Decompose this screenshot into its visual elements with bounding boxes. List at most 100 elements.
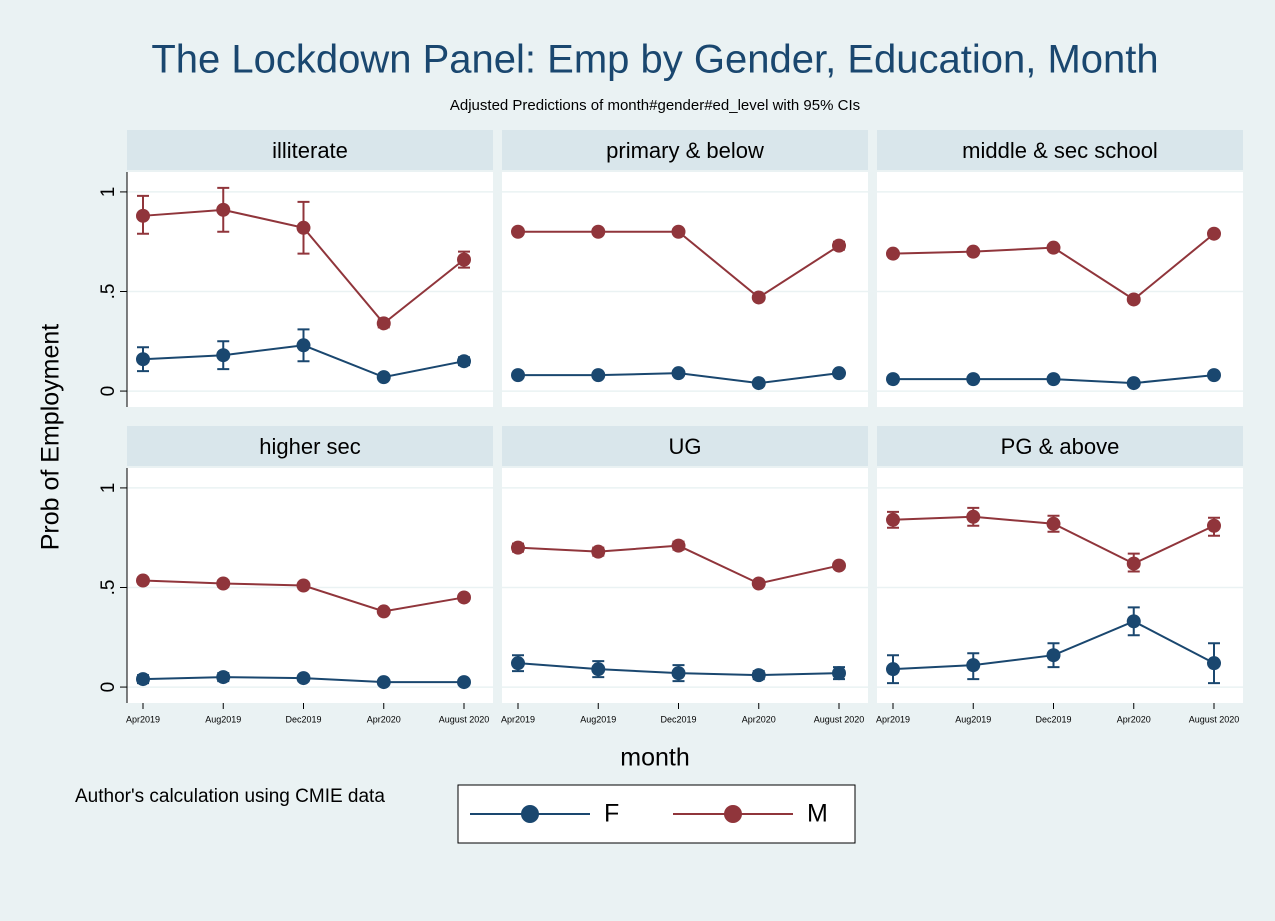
marker	[671, 666, 686, 681]
note: Author's calculation using CMIE data	[75, 786, 385, 807]
x-tick-label: Apr2019	[876, 714, 910, 724]
x-tick-label: Dec2019	[1035, 714, 1071, 724]
plot-area	[127, 172, 493, 407]
marker	[216, 576, 231, 591]
legend-marker	[521, 805, 539, 823]
marker	[1046, 648, 1061, 663]
legend-label: F	[604, 800, 619, 828]
plot-area	[502, 172, 868, 407]
marker	[1046, 372, 1061, 387]
marker	[886, 372, 900, 387]
legend-marker	[724, 805, 742, 823]
marker	[376, 604, 391, 619]
chart-title: The Lockdown Panel: Emp by Gender, Educa…	[151, 38, 1158, 82]
x-tick-label: Dec2019	[285, 714, 321, 724]
panel-title: PG & above	[1001, 434, 1120, 459]
plot-area	[877, 172, 1243, 407]
marker	[671, 538, 686, 553]
marker	[376, 675, 391, 690]
marker	[457, 354, 471, 369]
panel-title: primary & below	[606, 138, 764, 163]
marker	[1207, 656, 1221, 671]
marker	[966, 372, 981, 387]
marker	[216, 348, 231, 363]
marker	[1207, 226, 1221, 241]
marker	[751, 376, 766, 391]
marker	[511, 656, 525, 671]
marker	[886, 662, 900, 677]
panel-header	[502, 130, 868, 170]
panel-header	[877, 426, 1243, 466]
x-tick-label: Apr2020	[367, 714, 401, 724]
plot-area	[502, 468, 868, 703]
marker	[886, 246, 900, 261]
marker	[136, 573, 150, 588]
marker	[751, 668, 766, 683]
marker	[832, 366, 846, 381]
x-tick-label: Aug2019	[580, 714, 616, 724]
marker	[1207, 368, 1221, 383]
panel-header	[127, 130, 493, 170]
marker	[1126, 614, 1141, 629]
marker	[591, 224, 606, 239]
y-axis-label: Prob of Employment	[37, 324, 65, 551]
marker	[1046, 516, 1061, 531]
marker	[671, 224, 686, 239]
panel-title: higher sec	[259, 434, 361, 459]
x-tick-label: Apr2020	[1117, 714, 1151, 724]
marker	[1046, 240, 1061, 255]
marker	[671, 366, 686, 381]
panel-title: middle & sec school	[962, 138, 1158, 163]
x-axis-label: month	[620, 744, 689, 772]
marker	[966, 658, 981, 673]
marker	[591, 662, 606, 677]
x-tick-label: August 2020	[814, 714, 865, 724]
marker	[296, 338, 311, 353]
marker	[296, 671, 311, 686]
marker	[457, 252, 471, 267]
marker	[136, 208, 150, 223]
x-tick-label: Apr2019	[501, 714, 535, 724]
marker	[1207, 518, 1221, 533]
panel-header	[502, 426, 868, 466]
marker	[1126, 556, 1141, 571]
x-tick-label: Aug2019	[955, 714, 991, 724]
marker	[136, 672, 150, 687]
marker	[751, 290, 766, 305]
marker	[296, 578, 311, 593]
marker	[511, 540, 525, 555]
panel-header	[877, 130, 1243, 170]
x-tick-label: August 2020	[1189, 714, 1240, 724]
marker	[1126, 376, 1141, 391]
x-tick-label: Aug2019	[205, 714, 241, 724]
marker	[511, 368, 525, 383]
y-tick-label: 0	[98, 386, 119, 397]
marker	[966, 509, 981, 524]
panel-title: UG	[669, 434, 702, 459]
y-tick-label: 0	[98, 682, 119, 693]
marker	[216, 670, 231, 685]
y-tick-label: .5	[98, 580, 119, 596]
x-tick-label: Dec2019	[660, 714, 696, 724]
marker	[591, 544, 606, 559]
marker	[751, 576, 766, 591]
marker	[296, 220, 311, 235]
y-tick-label: .5	[98, 284, 119, 300]
marker	[832, 558, 846, 573]
marker	[376, 370, 391, 385]
marker	[591, 368, 606, 383]
x-tick-label: Apr2020	[742, 714, 776, 724]
marker	[886, 512, 900, 527]
marker	[216, 202, 231, 217]
marker	[832, 238, 846, 253]
x-tick-label: August 2020	[439, 714, 490, 724]
legend-label: M	[807, 800, 828, 828]
chart-subtitle: Adjusted Predictions of month#gender#ed_…	[450, 97, 860, 114]
marker	[511, 224, 525, 239]
marker	[966, 244, 981, 259]
marker	[136, 352, 150, 367]
plot-area	[877, 468, 1243, 703]
marker	[457, 590, 471, 605]
marker	[1126, 292, 1141, 307]
